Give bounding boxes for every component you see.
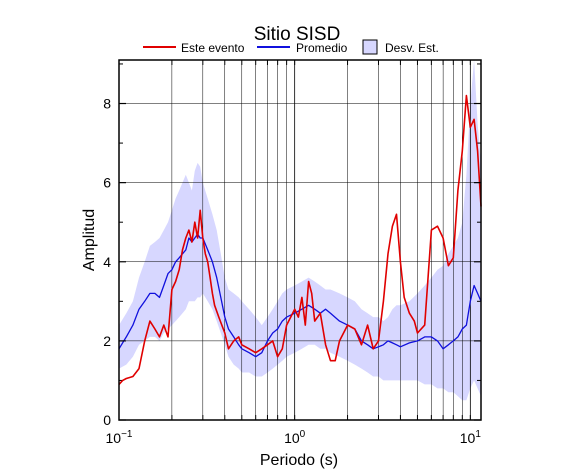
x-tick-exponent: −1 <box>121 429 133 440</box>
chart-title: Sitio SISD <box>254 24 341 45</box>
legend: Este evento Promedio Desv. Est. <box>143 39 439 55</box>
x-tick-label: 10−1 <box>106 429 133 446</box>
x-tick-base: 10 <box>284 430 300 446</box>
y-axis-label: Amplitud <box>81 209 98 271</box>
y-tick-label: 2 <box>103 333 111 349</box>
legend-swatch-desv-est <box>362 39 378 55</box>
y-tick-label: 6 <box>103 175 111 191</box>
x-tick-label: 100 <box>284 429 306 446</box>
legend-label-desv-est: Desv. Est. <box>385 41 439 55</box>
x-tick-base: 10 <box>106 430 122 446</box>
std-dev-band <box>119 60 481 401</box>
legend-label-promedio: Promedio <box>296 41 348 55</box>
x-tick-exponent: 1 <box>475 429 481 440</box>
legend-label-este-evento: Este evento <box>181 41 245 55</box>
y-tick-label: 8 <box>103 96 111 112</box>
x-tick-label: 101 <box>460 429 482 446</box>
plot-frame <box>118 59 482 421</box>
x-tick-base: 10 <box>460 430 476 446</box>
y-tick-label: 4 <box>103 254 111 270</box>
y-tick-label: 0 <box>103 412 111 428</box>
x-tick-exponent: 0 <box>300 429 306 440</box>
series-este-evento <box>118 94 482 385</box>
x-axis-label: Periodo (s) <box>260 452 338 469</box>
series-promedio <box>118 233 482 358</box>
